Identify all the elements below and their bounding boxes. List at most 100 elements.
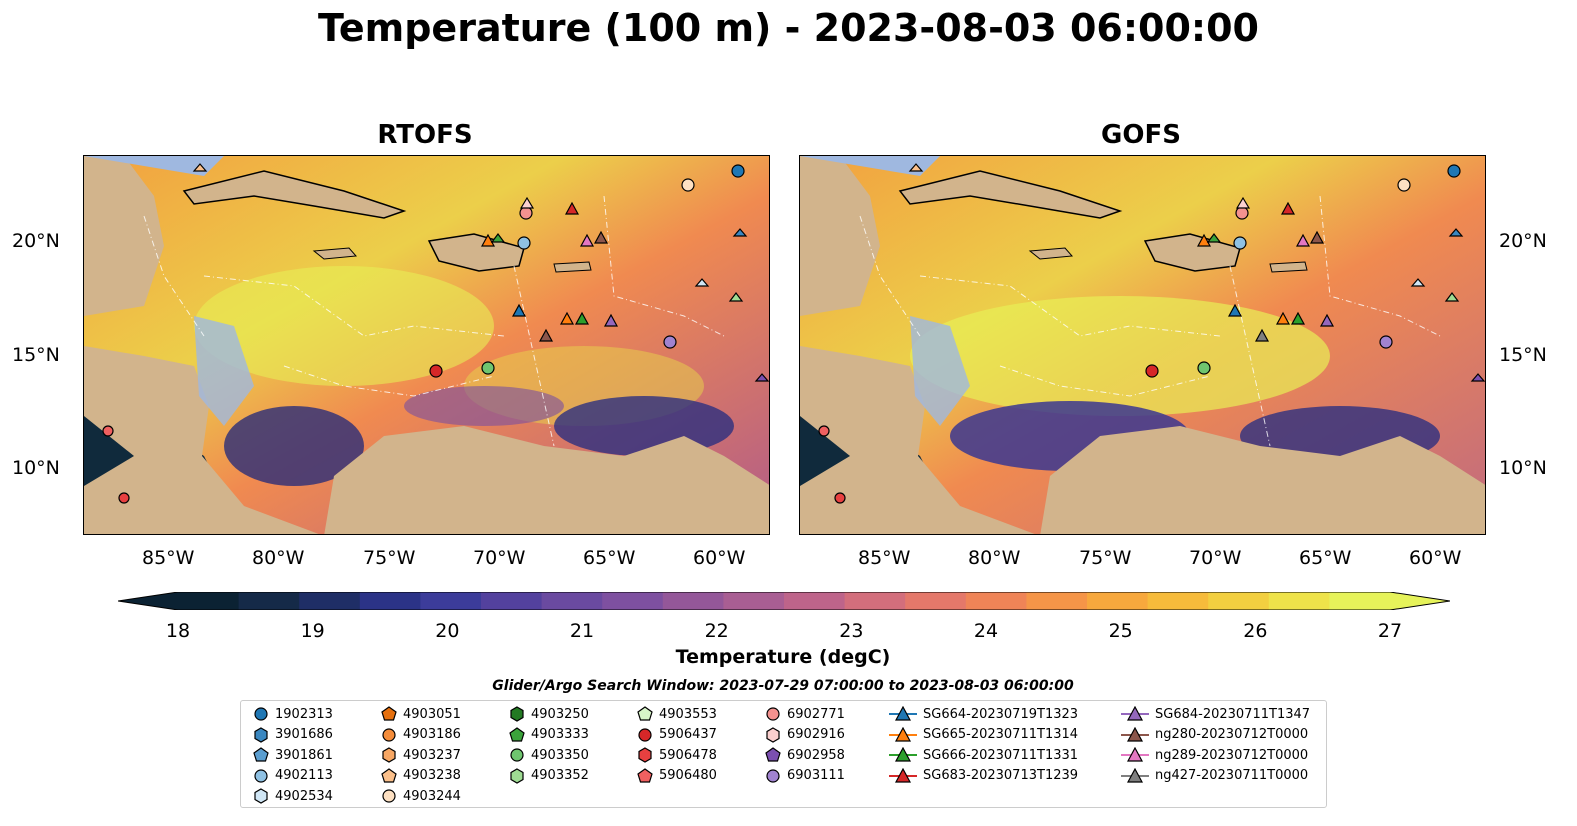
map-title-rtofs: RTOFS	[377, 120, 473, 150]
pentagon-marker-icon	[253, 747, 269, 762]
legend-item: 4903186	[381, 725, 461, 745]
lon-tick-gofs-65: 65°W	[1299, 547, 1352, 569]
legend-item: 6902771	[765, 704, 845, 724]
lon-tick-gofs-80: 80°W	[968, 547, 1021, 569]
legend-label: 4903244	[403, 788, 461, 804]
legend-item: 4903352	[509, 766, 589, 786]
colorbar-segment	[1147, 592, 1209, 610]
colorbar-extend-max	[1390, 592, 1450, 610]
legend-label: 5906478	[659, 747, 717, 763]
colorbar-tick-label: 23	[839, 620, 864, 642]
legend-label: SG665-20230711T1314	[923, 727, 1079, 742]
legend-item: 5906478	[637, 745, 717, 765]
lon-tick-gofs-85: 85°W	[858, 547, 911, 569]
legend-label: 6902916	[787, 727, 845, 742]
legend-label: 6903111	[787, 768, 845, 783]
legend-item: SG664-20230719T1323	[889, 704, 1078, 724]
legend-item: 4902534	[253, 786, 333, 806]
legend-label: 4902534	[275, 788, 333, 804]
colorbar-segment	[1087, 592, 1149, 610]
colorbar-tick-label: 21	[569, 620, 595, 642]
legend-item: 4903553	[637, 704, 717, 724]
colorbar-tick-label: 18	[165, 620, 191, 642]
legend-label: 6902958	[787, 747, 845, 763]
legend-label: 4903238	[403, 768, 461, 783]
legend: 1902313 3901686 3901861 4902113 4902534 49030…	[240, 700, 1327, 808]
colorbar-tick-label: 27	[1377, 620, 1403, 642]
legend-item: SG666-20230711T1331	[889, 745, 1078, 765]
triangle-marker-icon	[889, 726, 917, 742]
hexagon-marker-icon	[382, 747, 396, 763]
temperature-map-rtofs	[84, 156, 769, 534]
legend-label: 3901686	[275, 727, 333, 742]
circle-marker-icon	[382, 727, 396, 742]
circle-marker-icon	[510, 748, 524, 762]
colorbar-segment	[965, 592, 1027, 610]
legend-label: 4903250	[531, 706, 589, 722]
legend-item: 4903238	[381, 766, 461, 786]
legend-label: 4903350	[531, 747, 589, 763]
lon-tick-rtofs-85: 85°W	[142, 547, 195, 569]
lat-tick-left-20: 20°N	[12, 230, 60, 252]
legend-item: 1902313	[253, 704, 333, 724]
legend-item: 5906437	[637, 725, 717, 745]
legend-item: 6902916	[765, 725, 845, 745]
colorbar-segment	[844, 592, 906, 610]
circle-marker-icon	[638, 727, 652, 742]
colorbar-segment	[359, 592, 421, 610]
legend-item: ng289-20230712T0000	[1121, 745, 1308, 765]
legend-label: 4903553	[659, 706, 717, 722]
colorbar-tick-label: 20	[435, 620, 460, 642]
legend-item: 4903051	[381, 704, 461, 724]
hexagon-marker-icon	[254, 788, 268, 804]
circle-marker-icon	[766, 768, 780, 783]
lat-tick-right-10: 10°N	[1499, 457, 1547, 479]
legend-item: 3901686	[253, 725, 333, 745]
colorbar	[118, 592, 1450, 610]
legend-label: SG684-20230711T1347	[1155, 706, 1311, 722]
map-panel-rtofs[interactable]	[83, 155, 770, 535]
triangle-marker-icon	[1121, 706, 1149, 721]
colorbar-segment	[784, 592, 846, 610]
triangle-marker-icon	[1121, 726, 1149, 742]
map-panel-gofs[interactable]	[799, 155, 1486, 535]
legend-label: 4903237	[403, 747, 461, 763]
legend-label: 6902771	[787, 706, 845, 722]
triangle-marker-icon	[1121, 767, 1149, 783]
pentagon-marker-icon	[765, 747, 781, 762]
colorbar-segment	[662, 592, 724, 610]
colorbar-segment	[481, 592, 543, 610]
legend-label: ng427-20230711T0000	[1155, 768, 1309, 783]
legend-label: ng289-20230712T0000	[1155, 747, 1309, 763]
circle-marker-icon	[766, 707, 780, 721]
lat-tick-left-15: 15°N	[12, 344, 60, 366]
lon-tick-gofs-70: 70°W	[1189, 547, 1242, 569]
colorbar-label: Temperature (degC)	[675, 646, 891, 668]
colorbar-segment	[1268, 592, 1330, 610]
colorbar-segment	[420, 592, 482, 610]
legend-label: 4903051	[403, 706, 461, 722]
temperature-map-gofs	[800, 156, 1485, 534]
figure-title: Temperature (100 m) - 2023-08-03 06:00:0…	[317, 6, 1259, 50]
colorbar-segment	[602, 592, 664, 610]
legend-item: 4903250	[509, 704, 589, 724]
circle-marker-icon	[254, 707, 268, 721]
lon-tick-rtofs-80: 80°W	[252, 547, 305, 569]
triangle-marker-icon	[889, 706, 917, 721]
colorbar-segment	[723, 592, 785, 610]
colorbar-segment	[299, 592, 361, 610]
colorbar-segment	[238, 592, 300, 610]
legend-label: 3901861	[275, 747, 333, 763]
legend-label: 1902313	[275, 706, 333, 722]
circle-marker-icon	[254, 768, 268, 783]
legend-item: 6903111	[765, 766, 845, 786]
lon-tick-rtofs-75: 75°W	[363, 547, 416, 569]
legend-item: 4903244	[381, 786, 461, 806]
search-window-text: Glider/Argo Search Window: 2023-07-29 07…	[492, 678, 1074, 694]
colorbar-segment	[905, 592, 967, 610]
pentagon-marker-icon	[381, 767, 397, 783]
legend-label: 4903333	[531, 727, 589, 742]
legend-item: 4902113	[253, 766, 333, 786]
colorbar-segment	[1208, 592, 1270, 610]
pentagon-marker-icon	[509, 726, 525, 742]
